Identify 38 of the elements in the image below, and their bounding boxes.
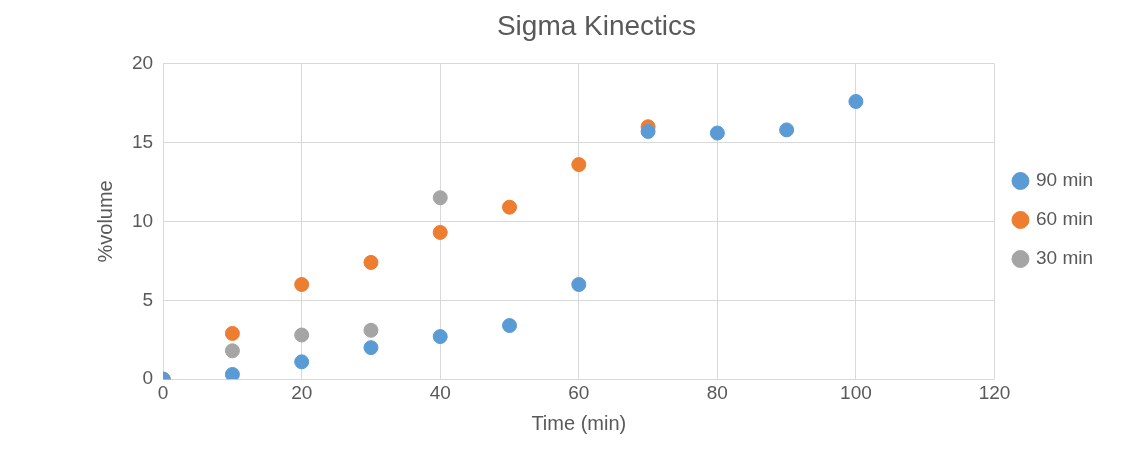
x-tick-label: 60 — [568, 381, 590, 403]
point — [294, 327, 310, 343]
y-tick-label: 15 — [131, 130, 154, 152]
x-tick-label: 20 — [291, 381, 313, 403]
point — [363, 340, 379, 356]
point — [779, 122, 795, 138]
point — [363, 254, 379, 270]
x-tick-label: 120 — [978, 381, 1011, 403]
chart-title: Sigma Kinectics — [496, 9, 697, 41]
point — [294, 277, 310, 293]
point — [502, 318, 518, 334]
point — [224, 325, 240, 341]
legend-label: 90 min — [1035, 169, 1093, 191]
y-tick-label: 0 — [142, 367, 154, 389]
legend-label: 60 min — [1035, 208, 1093, 230]
y-tick-label: 20 — [131, 51, 154, 73]
point — [571, 277, 587, 293]
point — [432, 190, 448, 206]
legend-label: 30 min — [1035, 247, 1093, 269]
point — [709, 125, 725, 141]
x-tick-label: 100 — [840, 381, 872, 403]
point — [640, 123, 656, 139]
x-tick-label: 0 — [157, 381, 169, 403]
point — [571, 157, 587, 173]
y-tick-label: 5 — [142, 288, 154, 310]
point — [432, 329, 448, 345]
point — [502, 199, 518, 215]
point — [848, 93, 864, 109]
point — [224, 366, 240, 380]
point — [294, 354, 310, 370]
point — [432, 224, 448, 240]
y-tick-label: 10 — [131, 209, 154, 231]
point — [224, 343, 240, 359]
x-tick-label: 80 — [706, 381, 728, 403]
x-axis-title: Time (min) — [531, 411, 627, 434]
x-tick-label: 40 — [429, 381, 451, 403]
point — [363, 322, 379, 338]
y-axis-title: %volume — [93, 180, 116, 263]
